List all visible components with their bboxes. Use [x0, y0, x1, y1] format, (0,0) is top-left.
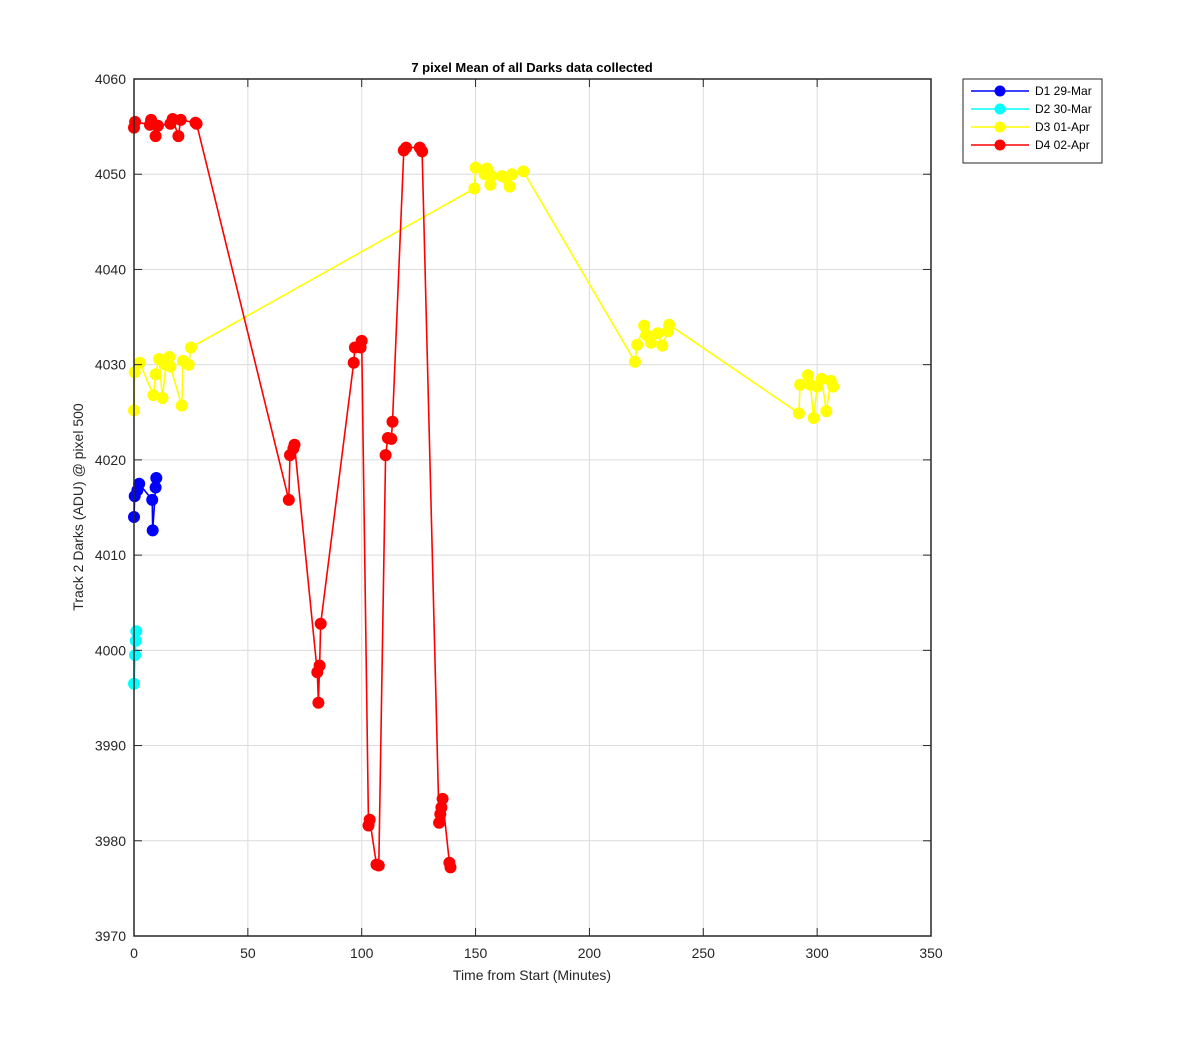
legend-marker	[994, 121, 1006, 133]
data-point	[468, 182, 481, 195]
y-axis-label: Track 2 Darks (ADU) @ pixel 500	[70, 403, 86, 611]
data-point	[347, 356, 360, 369]
data-point	[288, 438, 301, 451]
data-point	[807, 412, 820, 424]
y-tick-label: 3980	[95, 833, 126, 849]
x-tick-label: 0	[130, 945, 138, 961]
data-point	[444, 861, 457, 874]
data-point	[175, 399, 188, 412]
y-tick-label: 4000	[95, 642, 126, 658]
y-tick-label: 4050	[95, 166, 126, 182]
plot-frame	[133, 78, 932, 937]
series-group	[128, 113, 840, 874]
data-point	[129, 115, 142, 128]
legend-label: D4 02-Apr	[1035, 138, 1090, 152]
data-point	[313, 659, 326, 672]
data-point	[182, 358, 195, 371]
series-4	[128, 113, 457, 874]
legend-marker	[994, 139, 1006, 151]
data-point	[363, 813, 376, 826]
x-tick-label: 350	[919, 945, 943, 961]
series-3	[128, 161, 840, 424]
data-point	[517, 165, 530, 178]
y-tick-label: 4040	[95, 261, 126, 277]
data-point	[503, 180, 516, 193]
data-point	[386, 415, 399, 428]
data-point	[172, 130, 185, 143]
x-tick-label: 50	[240, 945, 256, 961]
data-point	[485, 170, 498, 183]
data-point	[827, 380, 840, 393]
data-point	[133, 356, 146, 369]
y-tick-label: 3990	[95, 738, 126, 754]
x-tick-label: 300	[805, 945, 829, 961]
data-point	[130, 625, 143, 638]
data-point	[156, 392, 169, 404]
data-point	[631, 338, 644, 351]
legend-label: D2 30-Mar	[1035, 102, 1092, 116]
data-point	[282, 493, 295, 506]
data-point	[150, 472, 163, 484]
legend-label: D1 29-Mar	[1035, 84, 1092, 98]
legend-item: D4 02-Apr	[971, 138, 1090, 152]
data-point	[146, 493, 159, 506]
data-point	[663, 318, 676, 331]
data-point	[385, 432, 398, 445]
data-point	[184, 341, 197, 354]
legend-label: D3 01-Apr	[1035, 120, 1090, 134]
legend-box	[962, 78, 1103, 164]
x-tick-label: 100	[350, 945, 374, 961]
data-point	[794, 378, 807, 391]
data-point	[314, 617, 327, 630]
data-point	[400, 141, 413, 154]
data-point	[651, 327, 664, 340]
chart-title: 7 pixel Mean of all Darks data collected	[411, 60, 652, 75]
x-tick-label: 250	[692, 945, 716, 961]
data-point	[644, 336, 657, 349]
data-point	[506, 168, 518, 181]
axis-ticks: 0 50 100 150 200 250 300 350 3970 3980 3990 4000 401…	[95, 71, 943, 961]
data-point	[416, 145, 429, 158]
data-point	[436, 792, 449, 805]
legend: D1 29-Mar D2 30-Mar D3 01-Apr D4 02-Apr	[962, 78, 1103, 164]
data-point	[792, 407, 805, 420]
data-point	[151, 119, 164, 132]
data-point	[379, 449, 392, 462]
data-point	[164, 360, 177, 373]
data-point	[149, 368, 162, 381]
legend-marker	[994, 103, 1006, 115]
y-tick-label: 4060	[95, 71, 126, 87]
y-tick-label: 4020	[95, 452, 126, 468]
data-point	[129, 649, 142, 662]
x-tick-label: 200	[578, 945, 602, 961]
legend-item: D3 01-Apr	[971, 120, 1090, 134]
data-point	[146, 524, 159, 537]
legend-item: D2 30-Mar	[971, 102, 1092, 116]
data-point	[312, 696, 325, 709]
data-point	[133, 477, 146, 490]
data-point	[174, 113, 187, 126]
y-tick-label: 3970	[95, 928, 126, 944]
plot-area	[134, 79, 931, 936]
data-point	[372, 859, 385, 872]
y-tick-label: 4010	[95, 547, 126, 563]
x-axis-label: Time from Start (Minutes)	[453, 967, 611, 983]
data-point	[820, 405, 833, 418]
x-tick-label: 150	[464, 945, 488, 961]
data-point	[629, 355, 641, 368]
legend-marker	[994, 85, 1006, 97]
legend-item: D1 29-Mar	[971, 84, 1092, 98]
data-point	[656, 339, 669, 352]
y-tick-label: 4030	[95, 357, 126, 373]
data-point	[190, 117, 203, 130]
data-point	[355, 334, 368, 347]
data-point	[149, 130, 162, 143]
